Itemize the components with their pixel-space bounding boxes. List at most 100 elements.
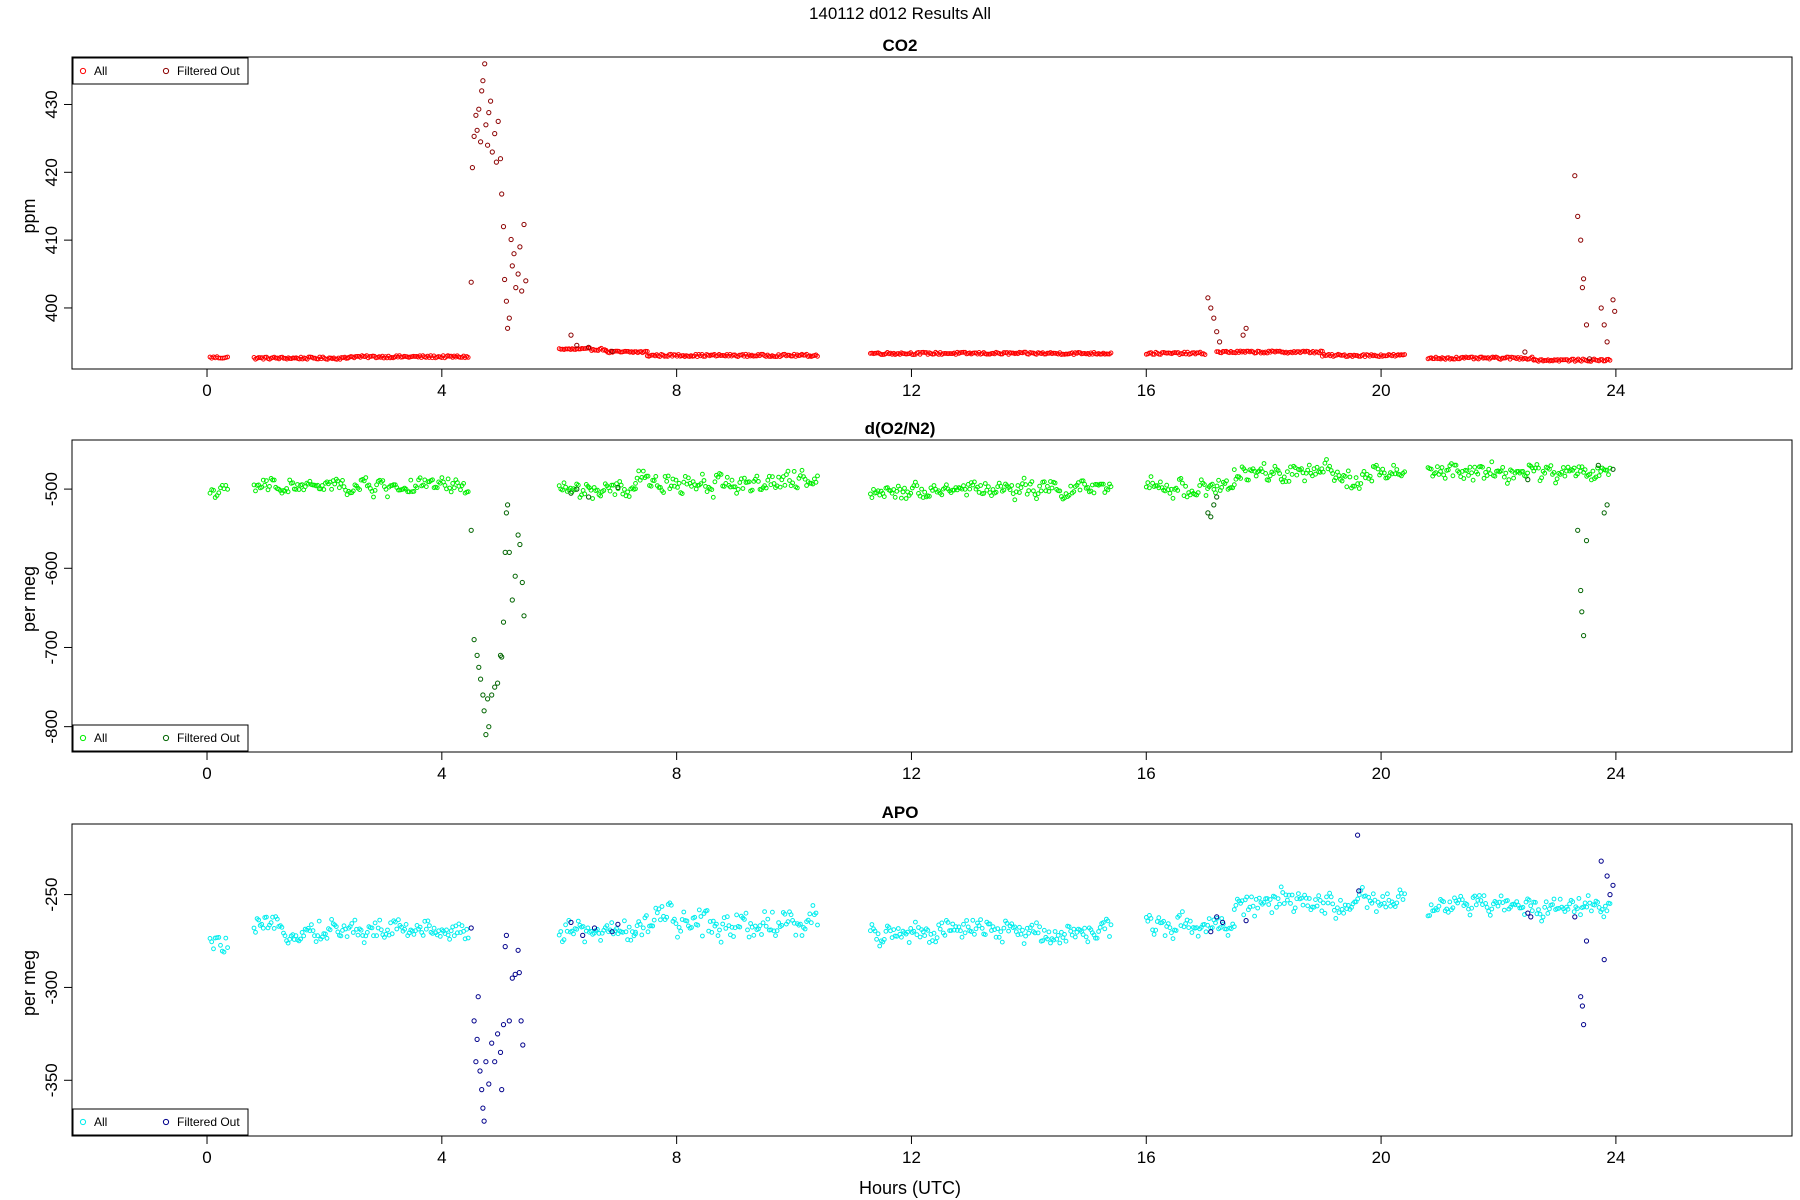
apo-all-point: [1537, 911, 1543, 917]
apo-all-point: [1228, 926, 1234, 932]
o2n2-all-point: [1079, 478, 1084, 484]
o2n2-filtered-point: [1208, 514, 1214, 520]
o2n2-all-point: [1263, 471, 1268, 476]
apo-all-point: [962, 930, 968, 936]
o2n2-all-point: [964, 492, 969, 498]
apo-all-point: [1093, 935, 1098, 941]
apo-y-tick-label: -250: [42, 878, 61, 912]
co2-y-tick-label: 410: [42, 226, 61, 254]
o2n2-all-point: [293, 487, 299, 492]
apo-all-point: [1497, 899, 1502, 905]
apo-all-point: [437, 934, 443, 939]
o2n2-filtered-point: [1211, 502, 1217, 508]
apo-all-point: [1571, 909, 1577, 915]
o2n2-all-point: [319, 483, 325, 488]
co2-all-point: [643, 348, 649, 354]
o2n2-all-point: [1209, 481, 1215, 487]
apo-filtered-point: [520, 1042, 526, 1048]
co2-filtered-point: [480, 78, 486, 84]
apo-all-point: [1165, 921, 1171, 926]
apo-all-point: [1292, 905, 1298, 911]
o2n2-all-point: [1435, 464, 1440, 470]
o2n2-filtered-point: [492, 684, 498, 690]
apo-filtered-point: [515, 947, 521, 953]
apo-all-point: [1209, 925, 1215, 930]
o2n2-filtered-point: [521, 613, 527, 619]
apo-all-point: [1285, 897, 1290, 903]
apo-filtered-point: [495, 1031, 501, 1037]
o2n2-all-point: [668, 483, 674, 489]
o2n2-legend-box: [72, 724, 249, 752]
o2n2-all-point: [1350, 483, 1356, 489]
apo-all-point: [378, 927, 384, 933]
apo-all-point: [664, 914, 670, 920]
apo-all-point: [571, 931, 576, 937]
apo-all-point: [633, 931, 638, 937]
apo-filtered-point: [473, 1059, 479, 1065]
apo-all-point: [906, 940, 912, 945]
apo-all-point: [692, 914, 698, 920]
apo-all-point: [354, 926, 359, 932]
apo-all-point: [574, 926, 580, 932]
apo-all-point: [383, 931, 389, 937]
apo-x-tick-label: 0: [202, 1148, 211, 1167]
o2n2-all-point: [787, 478, 792, 483]
apo-all-point: [982, 932, 988, 937]
co2-filtered-point: [1581, 276, 1587, 282]
apo-all-point: [1006, 928, 1011, 934]
apo-all-point: [361, 940, 367, 946]
apo-all-point: [575, 918, 581, 924]
apo-all-point: [1472, 893, 1478, 899]
apo-filtered-point: [1601, 957, 1607, 963]
apo-all-point: [1478, 898, 1484, 903]
apo-all-point: [1018, 931, 1024, 937]
apo-x-tick-label: 12: [902, 1148, 921, 1167]
o2n2-all-point: [383, 486, 389, 492]
apo-all-point: [920, 929, 926, 935]
apo-all-point: [1355, 896, 1361, 902]
co2-all-point: [766, 354, 772, 359]
apo-all-point: [1170, 936, 1176, 941]
o2n2-all-point: [271, 477, 277, 483]
co2-all-point: [644, 349, 650, 354]
apo-all-point: [1150, 927, 1155, 933]
co2-y-tick-label: 400: [42, 294, 61, 322]
o2n2-all-point: [644, 473, 649, 479]
co2-filtered-point: [1601, 322, 1607, 328]
apo-all-point: [1575, 906, 1580, 911]
apo-all-point: [1322, 910, 1328, 916]
o2n2-all-point: [922, 489, 928, 495]
apo-all-point: [1052, 929, 1058, 934]
o2n2-all-point: [262, 482, 268, 488]
co2-all-point: [919, 350, 924, 355]
apo-all-point: [448, 928, 454, 934]
co2-filtered-point: [1579, 285, 1586, 291]
o2n2-all-point: [1105, 487, 1111, 493]
apo-all-point: [933, 939, 938, 945]
apo-x-tick-label: 24: [1606, 1148, 1625, 1167]
o2n2-all-point: [1596, 473, 1602, 479]
apo-all-point: [1026, 930, 1032, 936]
apo-all-point: [1102, 926, 1108, 932]
o2n2-all-point: [445, 476, 451, 482]
o2n2-all-point: [626, 494, 632, 499]
apo-all-point: [976, 923, 982, 928]
o2n2-all-point: [1271, 471, 1276, 477]
co2-all-point: [1353, 353, 1358, 358]
o2n2-all-point: [1381, 470, 1387, 476]
apo-all-point: [324, 935, 330, 941]
o2n2-all-point: [1231, 467, 1237, 473]
o2n2-all-point: [1082, 481, 1087, 487]
apo-all-point: [609, 920, 615, 925]
co2-filtered-point: [499, 191, 505, 197]
apo-filtered-point: [483, 1059, 489, 1065]
apo-all-point: [678, 928, 684, 934]
co2-filtered-point: [513, 285, 519, 291]
apo-all-point: [1370, 891, 1376, 897]
o2n2-all-point: [1553, 480, 1558, 486]
o2n2-all-point: [568, 485, 573, 491]
co2-panel: CO2 ppm 0 4 8 12 16 20 24 400 410 420 430 All Filter…: [19, 36, 1793, 400]
apo-filtered-point: [503, 932, 509, 939]
o2n2-all-point: [1356, 486, 1362, 491]
apo-all-point: [785, 919, 791, 925]
